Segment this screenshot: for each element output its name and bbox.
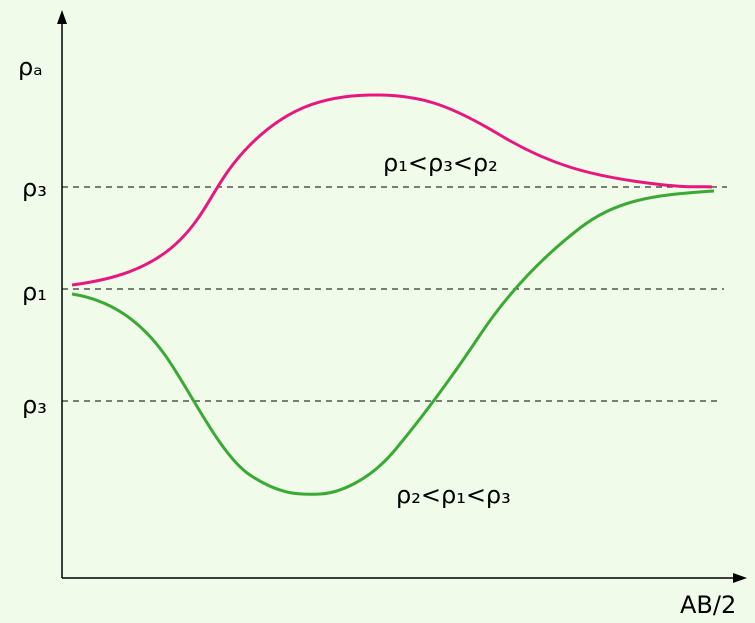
y-arrow [57, 10, 67, 24]
curve-label: ρ₂<ρ₁<ρ₃ [396, 481, 511, 509]
curve [71, 93, 713, 287]
curve-label: ρ₁<ρ₃<ρ₂ [383, 149, 498, 177]
level-label: ρ₃ [22, 391, 47, 419]
curve [71, 189, 715, 496]
x-axis-label: AB/2 [680, 591, 736, 619]
level-label: ρ₃ [22, 174, 47, 202]
y-axis-label: ρₐ [18, 53, 43, 81]
level-label: ρ₁ [22, 278, 47, 306]
x-arrow [733, 573, 747, 583]
